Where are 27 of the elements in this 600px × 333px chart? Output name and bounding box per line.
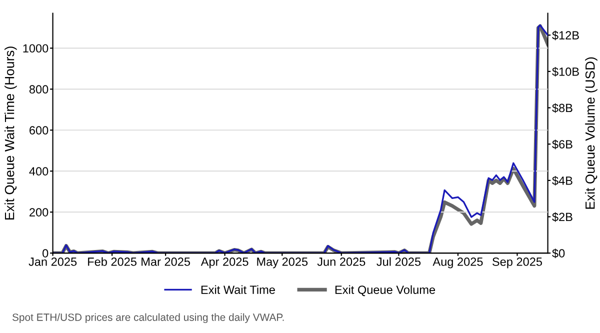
x-tick-label: May 2025	[257, 258, 308, 268]
y-tick-label: 200	[30, 208, 48, 216]
x-tick-label: Jul 2025	[376, 257, 421, 266]
y-tick-label: 400	[29, 167, 48, 176]
y2-tick-label: $4B	[552, 176, 572, 186]
x-tick-label: Jan 2025	[28, 258, 77, 266]
legend-label: Exit Queue Volume	[335, 285, 436, 296]
x-tick-label: Sep 2025	[492, 258, 542, 268]
x-tick-label: Jun 2025	[317, 258, 366, 266]
x-tick-label: Mar 2025	[142, 258, 190, 266]
y2-tick-label: $0	[552, 248, 565, 258]
text: Spot ETH/USD prices are calculated using the daily VWAP.	[12, 313, 284, 324]
legend-label: Exit Wait Time	[201, 285, 275, 294]
y2-tick-label: $12B	[552, 30, 579, 40]
x-tick-label: Aug 2025	[432, 258, 483, 268]
y2-tick-label: $8B	[552, 103, 572, 113]
y2-tick-label: $2B	[552, 212, 572, 222]
x-tick-label: Apr 2025	[200, 258, 248, 268]
x-tick-label: Feb 2025	[88, 257, 136, 266]
y-tick-label: 1000	[23, 44, 48, 53]
y2-tick-label: $6B	[552, 140, 572, 150]
y-tick-label: 600	[30, 126, 48, 135]
y-axis-title: Exit Queue Wait Time (Hours)	[4, 46, 17, 220]
y2-tick-label: $10B	[552, 66, 579, 77]
y2-axis-title: Exit Queue Volume (USD)	[585, 57, 598, 209]
y-tick-label: 0	[42, 249, 48, 258]
y-tick-label: 800	[29, 85, 48, 94]
